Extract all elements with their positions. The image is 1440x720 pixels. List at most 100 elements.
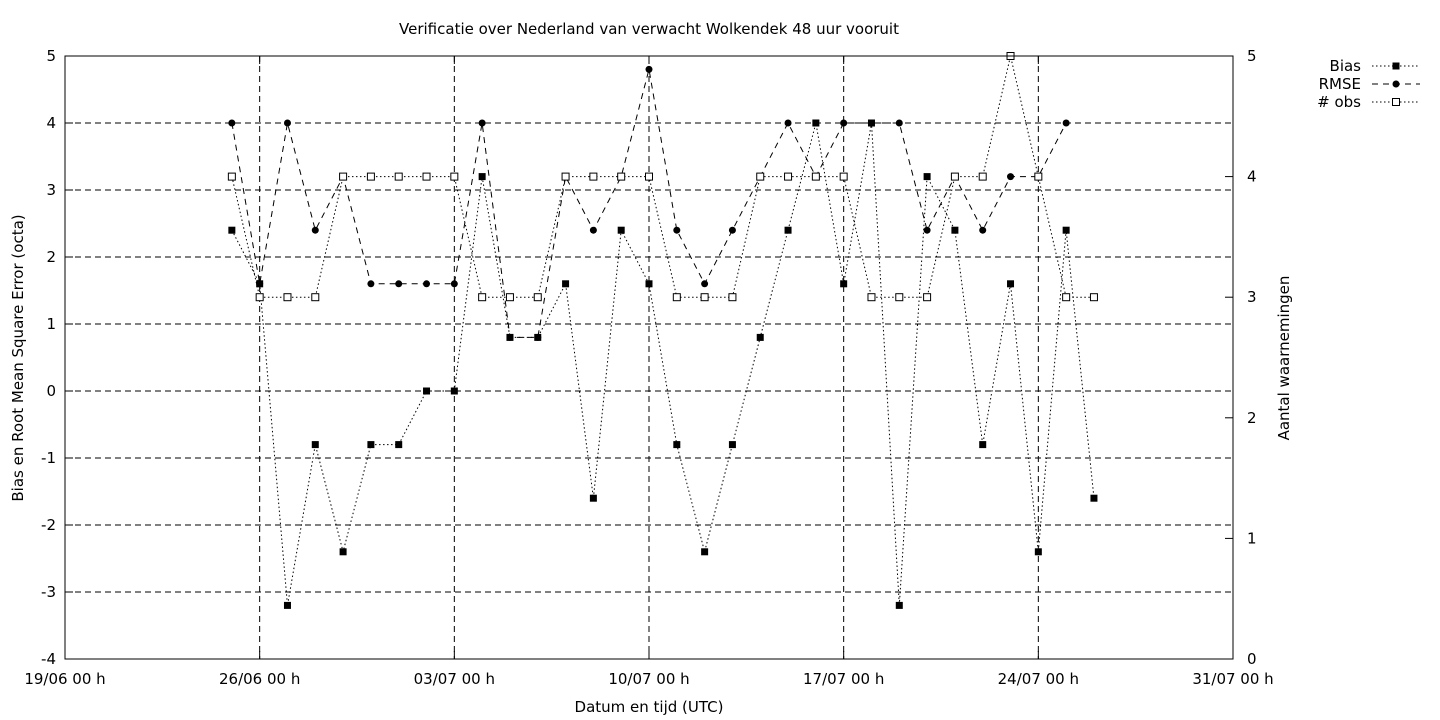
obs-point: [478, 293, 487, 302]
bias-point: [367, 441, 375, 449]
rmse-point: [534, 333, 542, 341]
rmse-point: [923, 226, 931, 234]
obs-point: [589, 172, 598, 181]
obs-point: [895, 293, 904, 302]
y-tick-label: -4: [41, 650, 56, 668]
rmse-point: [256, 280, 264, 288]
rmse-point: [589, 226, 597, 234]
bias-point: [617, 226, 625, 234]
obs-point: [450, 172, 459, 181]
obs-point: [311, 293, 320, 302]
bias-point: [979, 441, 987, 449]
rmse-point: [645, 65, 653, 73]
y2-tick-label: 5: [1247, 47, 1257, 65]
obs-point: [950, 172, 959, 181]
bias-point: [395, 441, 403, 449]
y-tick-label: 0: [46, 382, 56, 400]
bias-line: [231, 122, 1095, 606]
bias-point: [756, 333, 764, 341]
bias-point: [1062, 226, 1070, 234]
y2-tick-label: 4: [1247, 168, 1257, 186]
y-tick-label: 1: [46, 315, 56, 333]
x-tick-label: 03/07 00 h: [414, 670, 495, 688]
rmse-point: [840, 119, 848, 127]
obs-point: [867, 293, 876, 302]
y2-tick-label: 3: [1247, 288, 1257, 306]
rmse-point: [367, 280, 375, 288]
bias-point: [450, 387, 458, 395]
obs-point: [533, 293, 542, 302]
x-tick-label: 10/07 00 h: [608, 670, 689, 688]
obs-point: [672, 293, 681, 302]
obs-point: [700, 293, 709, 302]
rmse-point: [395, 280, 403, 288]
bias-point: [311, 441, 319, 449]
legend-item-rmse: RMSE: [1319, 75, 1420, 93]
bias-point: [283, 601, 291, 609]
rmse-point: [701, 280, 709, 288]
bias-point: [895, 601, 903, 609]
y-axis-label: Bias en Root Mean Square Error (octa): [9, 214, 27, 501]
rmse-point: [506, 333, 514, 341]
legend-item-obs: # obs: [1317, 93, 1420, 111]
bias-point: [423, 387, 431, 395]
obs-point: [978, 172, 987, 181]
legend-label: Bias: [1330, 57, 1362, 75]
bias-point: [673, 441, 681, 449]
obs-point: [645, 172, 653, 181]
y-tick-label: 5: [46, 47, 56, 65]
rmse-point: [1007, 173, 1015, 181]
obs-point: [839, 172, 848, 181]
bias-point: [339, 548, 347, 556]
bias-point: [923, 173, 931, 181]
bias-point: [562, 280, 570, 288]
rmse-point: [478, 119, 486, 127]
y-tick-label: -1: [41, 449, 56, 467]
x-tick-label: 31/07 00 h: [1192, 670, 1273, 688]
grid: [65, 56, 1233, 659]
bias-point: [1090, 494, 1098, 502]
obs-point: [505, 293, 514, 302]
legend-marker: [1392, 80, 1400, 88]
y2-tick-label: 1: [1247, 529, 1257, 547]
obs-point: [366, 172, 375, 181]
obs-point: [283, 293, 292, 302]
rmse-point: [450, 280, 458, 288]
rmse-point: [895, 119, 903, 127]
y2-axis-label: Aantal waarnemingen: [1275, 276, 1293, 441]
obs-point: [923, 293, 932, 302]
x-tick-label: 26/06 00 h: [219, 670, 300, 688]
obs-point: [1089, 293, 1098, 302]
bias-point: [728, 441, 736, 449]
bias-point: [645, 280, 653, 288]
y2-tick-label: 0: [1247, 650, 1257, 668]
legend-label: RMSE: [1319, 75, 1361, 93]
series-bias: [228, 119, 1098, 609]
obs-point: [561, 172, 570, 181]
x-axis-label: Datum en tijd (UTC): [575, 698, 724, 716]
chart-title: Verificatie over Nederland van verwacht …: [399, 20, 899, 38]
rmse-point: [311, 226, 319, 234]
bias-point: [784, 226, 792, 234]
axis-ticks: -4 -3 -2 -1 0 1 2 3 4 5 0 1 2 3 4 5 19/06 00 h 26/06 00 h…: [24, 47, 1273, 688]
obs-point: [784, 172, 793, 181]
rmse-point: [728, 226, 736, 234]
bias-point: [1034, 548, 1042, 556]
x-tick-label: 17/07 00 h: [803, 670, 884, 688]
y-tick-label: 3: [46, 181, 56, 199]
rmse-point: [228, 119, 236, 127]
obs-point: [617, 172, 626, 181]
rmse-point: [673, 226, 681, 234]
bias-point: [812, 119, 820, 127]
rmse-point: [423, 280, 431, 288]
obs-point: [255, 293, 264, 302]
rmse-point: [283, 119, 291, 127]
legend-marker: [1392, 98, 1400, 106]
obs-point: [394, 172, 403, 181]
x-tick-label: 24/07 00 h: [998, 670, 1079, 688]
bias-point: [951, 226, 959, 234]
obs-point: [227, 172, 236, 181]
legend-item-bias: Bias: [1330, 57, 1420, 75]
bias-point: [589, 494, 597, 502]
